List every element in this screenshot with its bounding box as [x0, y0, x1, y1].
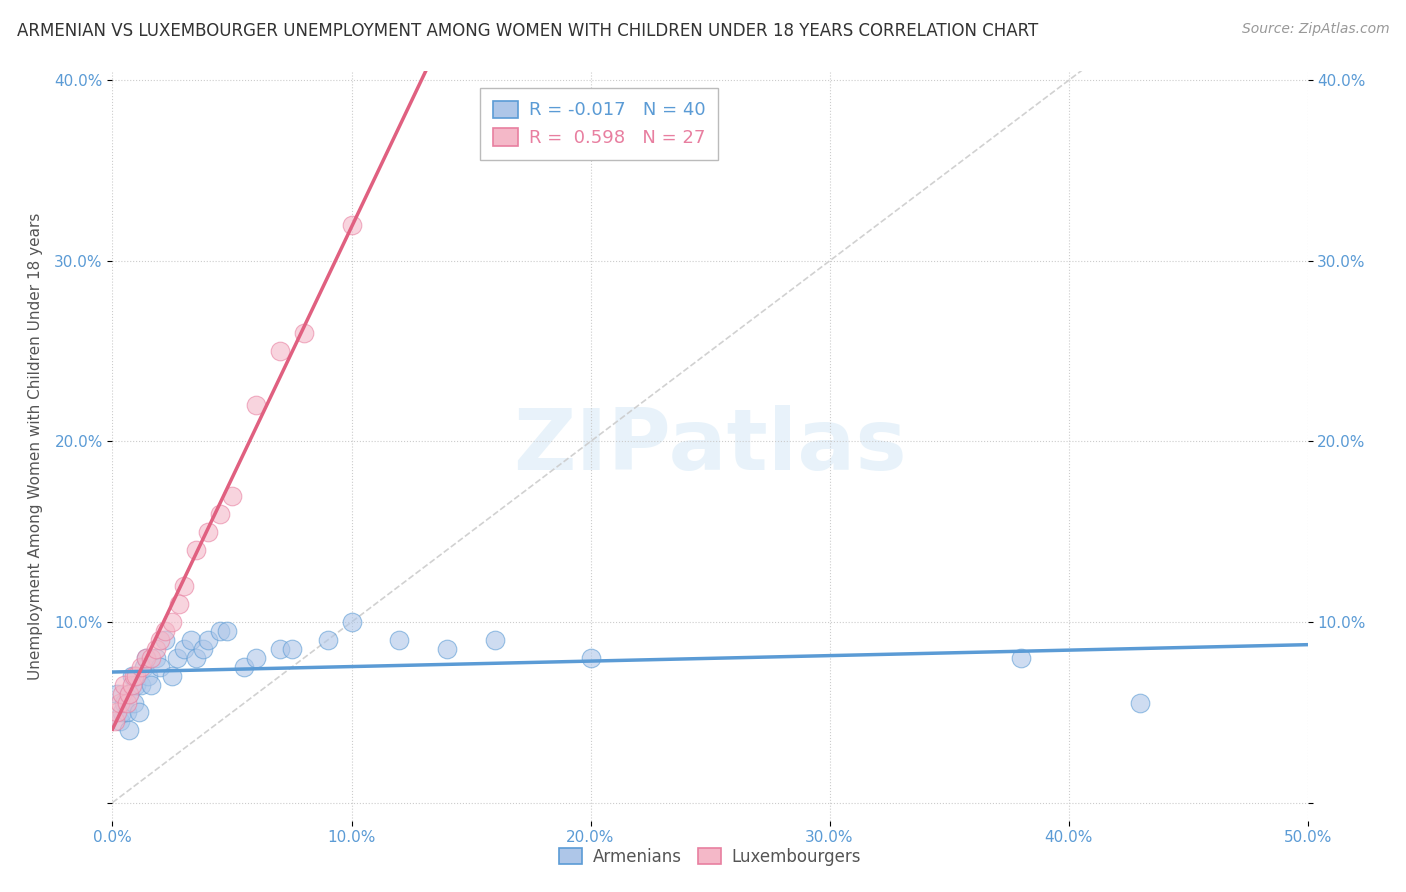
Point: [436, 642, 458, 657]
Point: [316, 633, 339, 648]
Point: [129, 678, 152, 692]
Point: [118, 723, 141, 738]
Point: [245, 651, 267, 665]
Y-axis label: Unemployment Among Women with Children Under 18 years: Unemployment Among Women with Children U…: [28, 212, 44, 680]
Legend: Armenians, Luxembourgers: Armenians, Luxembourgers: [553, 841, 868, 872]
Point: [125, 678, 148, 692]
Point: [245, 398, 267, 412]
Point: [180, 633, 202, 648]
Point: [145, 642, 167, 657]
Point: [221, 489, 243, 503]
Point: [115, 706, 138, 720]
Text: ARMENIAN VS LUXEMBOURGER UNEMPLOYMENT AMONG WOMEN WITH CHILDREN UNDER 18 YEARS C: ARMENIAN VS LUXEMBOURGER UNEMPLOYMENT AM…: [17, 22, 1038, 40]
Point: [135, 651, 157, 665]
Point: [1010, 651, 1032, 665]
Point: [269, 642, 291, 657]
Point: [186, 542, 208, 557]
Point: [105, 687, 128, 701]
Point: [105, 706, 128, 720]
Point: [340, 218, 363, 232]
Point: [108, 714, 131, 729]
Point: [281, 642, 304, 657]
Point: [114, 678, 135, 692]
Point: [108, 696, 131, 710]
Point: [193, 642, 215, 657]
Text: Source: ZipAtlas.com: Source: ZipAtlas.com: [1241, 22, 1389, 37]
Point: [111, 706, 134, 720]
Point: [132, 660, 155, 674]
Point: [122, 669, 145, 683]
Point: [128, 706, 150, 720]
Point: [162, 669, 183, 683]
Point: [153, 624, 176, 638]
Point: [197, 524, 219, 539]
Point: [145, 651, 167, 665]
Point: [292, 326, 315, 340]
Point: [125, 669, 148, 683]
Point: [209, 624, 232, 638]
Point: [169, 597, 191, 611]
Point: [149, 633, 172, 648]
Point: [118, 687, 141, 701]
Point: [1129, 696, 1152, 710]
Point: [135, 651, 157, 665]
Point: [217, 624, 239, 638]
Point: [114, 696, 135, 710]
Point: [153, 633, 176, 648]
Point: [129, 660, 152, 674]
Point: [388, 633, 411, 648]
Point: [111, 687, 134, 701]
Point: [579, 651, 602, 665]
Point: [115, 696, 138, 710]
Point: [166, 651, 188, 665]
Point: [138, 669, 160, 683]
Point: [173, 579, 195, 593]
Point: [269, 344, 291, 359]
Point: [173, 642, 195, 657]
Point: [104, 714, 127, 729]
Point: [340, 615, 363, 629]
Point: [139, 678, 162, 692]
Point: [233, 660, 256, 674]
Point: [118, 687, 141, 701]
Point: [121, 678, 143, 692]
Point: [186, 651, 208, 665]
Point: [162, 615, 183, 629]
Point: [149, 660, 172, 674]
Point: [209, 507, 232, 521]
Point: [197, 633, 219, 648]
Point: [139, 651, 162, 665]
Point: [121, 669, 143, 683]
Text: ZIPatlas: ZIPatlas: [513, 404, 907, 488]
Point: [484, 633, 506, 648]
Point: [122, 696, 145, 710]
